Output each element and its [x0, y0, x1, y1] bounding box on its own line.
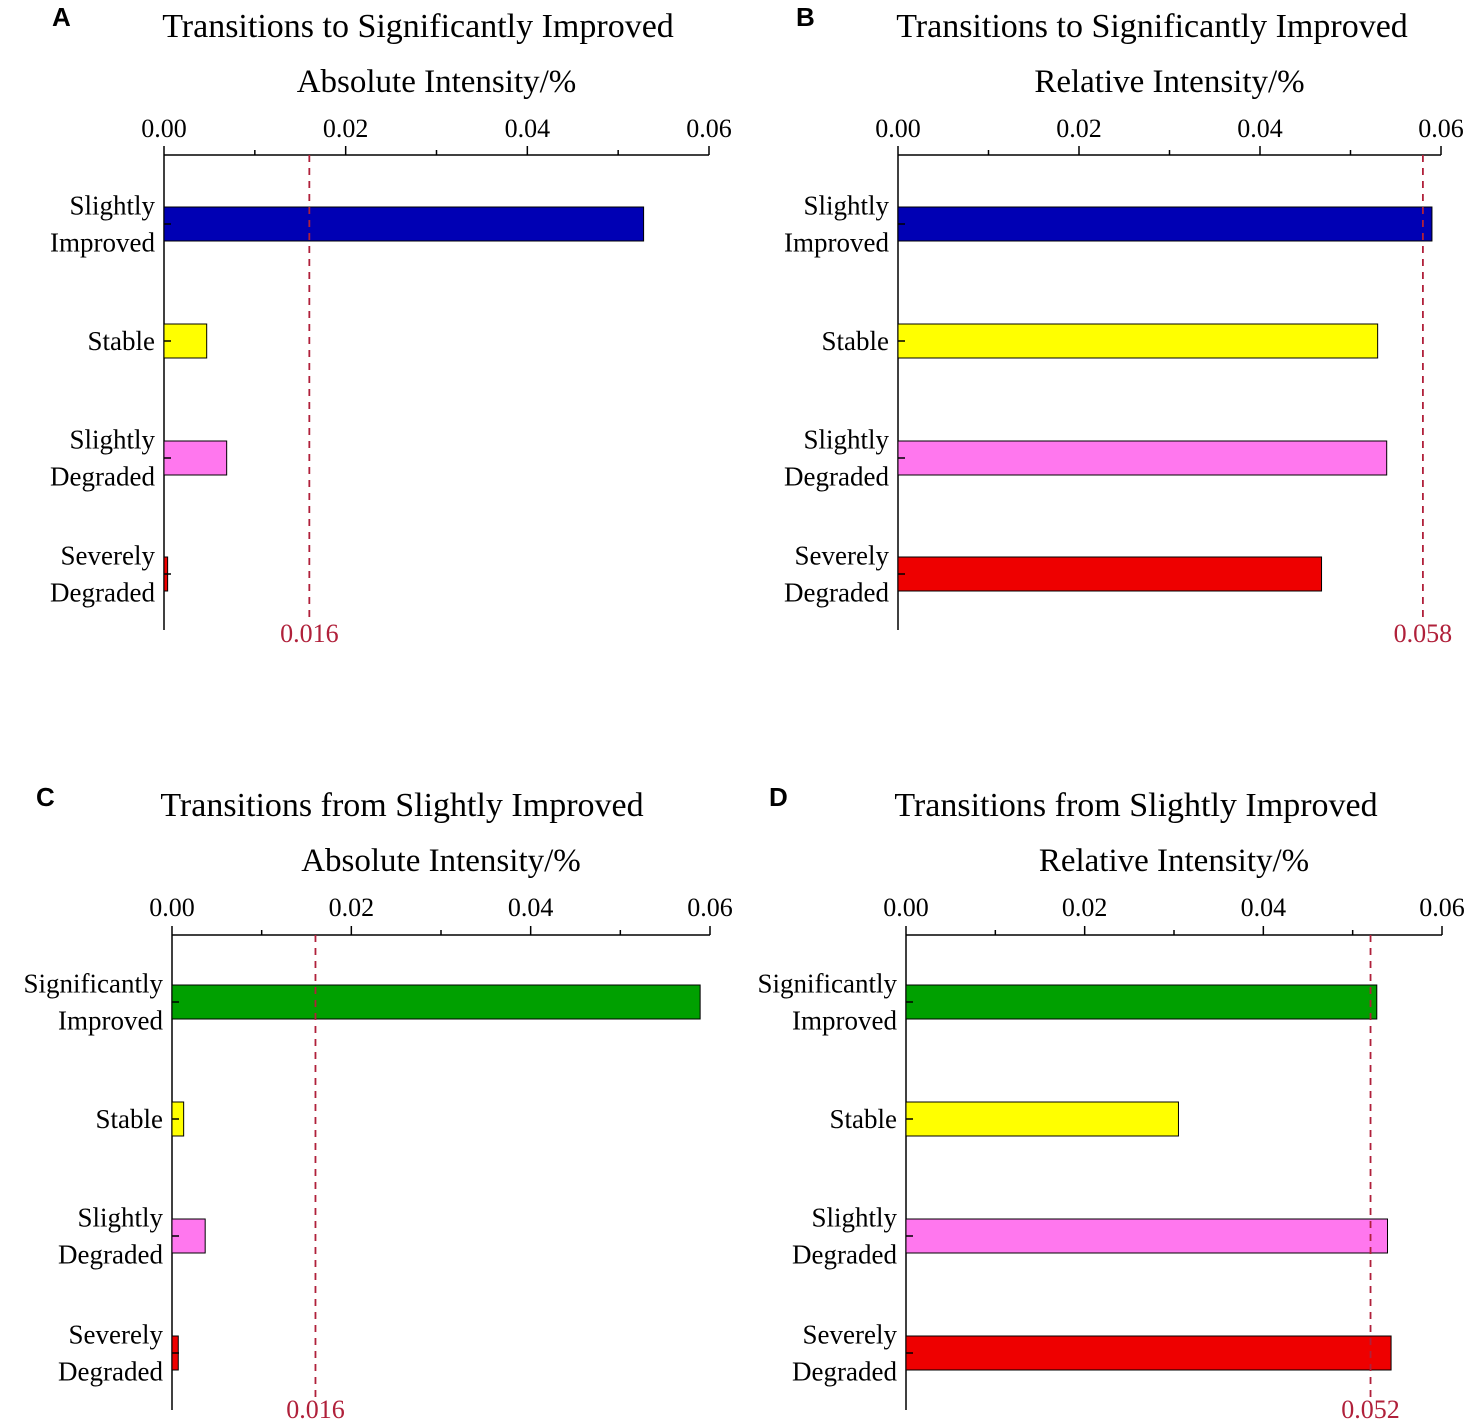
- bar: [905, 984, 1378, 1020]
- bar: [163, 440, 228, 476]
- x-axis-label: Relative Intensity/%: [1039, 843, 1309, 879]
- category-label-line: Slightly: [69, 425, 155, 455]
- category-label-line: Improved: [58, 1006, 163, 1036]
- category-label: Significantly Improved: [758, 969, 898, 1036]
- chart-title: Transitions to Significantly Improved: [162, 8, 674, 45]
- category-label-line: Slightly: [69, 191, 155, 221]
- panel-letter: C: [36, 782, 55, 812]
- x-axis-label: Absolute Intensity/%: [297, 64, 577, 100]
- reference-label: 0.052: [1341, 1395, 1400, 1424]
- category-label-line: Improved: [50, 228, 155, 258]
- x-tick-label: 0.00: [149, 893, 195, 922]
- x-tick-label: 0.00: [883, 893, 929, 922]
- bar: [897, 440, 1388, 476]
- x-axis-label: Relative Intensity/%: [1034, 64, 1304, 100]
- category-label: Stable: [96, 1104, 164, 1134]
- x-tick-label: 0.00: [875, 114, 921, 143]
- x-axis-label: Absolute Intensity/%: [301, 843, 581, 879]
- panel-c: C Transitions from Slightly Improved Absol…: [24, 782, 733, 1424]
- reference-label: 0.016: [286, 1395, 345, 1424]
- category-label-line: Significantly: [24, 969, 164, 999]
- x-tick-label: 0.02: [329, 893, 375, 922]
- category-label-line: Degraded: [58, 1240, 163, 1270]
- bar: [905, 1101, 1179, 1137]
- category-label: Severely Degraded: [792, 1320, 897, 1387]
- x-tick-label: 0.04: [505, 114, 551, 143]
- category-label-line: Improved: [792, 1006, 897, 1036]
- category-label: Slightly Degraded: [784, 425, 889, 492]
- category-label: Slightly Degraded: [50, 425, 155, 492]
- category-label-line: Degraded: [784, 578, 889, 608]
- panel-letter: D: [769, 782, 788, 812]
- chart-title: Transitions from Slightly Improved: [894, 787, 1377, 824]
- category-label-line: Severely: [69, 1320, 164, 1350]
- category-label: Slightly Degraded: [58, 1203, 163, 1270]
- category-label: Stable: [822, 326, 890, 356]
- category-label-line: Severely: [61, 541, 156, 571]
- category-label: Slightly Improved: [784, 191, 889, 258]
- category-label-line: Degraded: [58, 1357, 163, 1387]
- panel-d: D Transitions from Slightly Improved Relat…: [758, 782, 1465, 1424]
- category-label-line: Degraded: [784, 462, 889, 492]
- category-label-line: Degraded: [50, 578, 155, 608]
- panel-a: A Transitions to Significantly Improved Ab…: [50, 2, 732, 648]
- panel-b: B Transitions to Significantly Improved Re…: [784, 2, 1464, 648]
- category-label: Severely Degraded: [784, 541, 889, 608]
- bar: [905, 1218, 1389, 1254]
- x-tick-label: 0.02: [1062, 893, 1108, 922]
- category-label-line: Slightly: [803, 191, 889, 221]
- category-label: Severely Degraded: [50, 541, 155, 608]
- category-label: Significantly Improved: [24, 969, 164, 1036]
- bar: [163, 206, 645, 242]
- bar: [897, 323, 1379, 359]
- category-label-line: Degraded: [792, 1240, 897, 1270]
- category-label-line: Degraded: [50, 462, 155, 492]
- bar: [171, 984, 701, 1020]
- category-label: Slightly Improved: [50, 191, 155, 258]
- category-label-line: Slightly: [77, 1203, 163, 1233]
- chart-title: Transitions to Significantly Improved: [896, 8, 1408, 45]
- x-tick-label: 0.02: [1056, 114, 1102, 143]
- bar: [897, 206, 1433, 242]
- panel-letter: B: [796, 2, 815, 32]
- category-label-line: Stable: [822, 326, 890, 356]
- category-label: Stable: [830, 1104, 898, 1134]
- category-label-line: Significantly: [758, 969, 898, 999]
- reference-label: 0.058: [1394, 619, 1453, 648]
- x-tick-label: 0.06: [687, 893, 733, 922]
- category-label: Slightly Degraded: [792, 1203, 897, 1270]
- x-tick-label: 0.06: [686, 114, 732, 143]
- category-label-line: Slightly: [811, 1203, 897, 1233]
- chart-title: Transitions from Slightly Improved: [160, 787, 643, 824]
- category-label-line: Improved: [784, 228, 889, 258]
- x-tick-label: 0.04: [1241, 893, 1287, 922]
- x-tick-label: 0.00: [141, 114, 187, 143]
- category-label-line: Degraded: [792, 1357, 897, 1387]
- bar: [163, 323, 208, 359]
- category-label: Stable: [88, 326, 156, 356]
- category-label-line: Stable: [88, 326, 156, 356]
- category-label-line: Severely: [795, 541, 890, 571]
- panel-letter: A: [52, 2, 71, 32]
- x-tick-label: 0.06: [1418, 114, 1464, 143]
- category-label-line: Stable: [830, 1104, 898, 1134]
- x-tick-label: 0.04: [508, 893, 554, 922]
- category-label-line: Severely: [803, 1320, 898, 1350]
- x-tick-label: 0.04: [1237, 114, 1283, 143]
- category-label: Severely Degraded: [58, 1320, 163, 1387]
- bar: [905, 1335, 1392, 1371]
- category-label-line: Slightly: [803, 425, 889, 455]
- reference-label: 0.016: [280, 619, 339, 648]
- bar: [897, 556, 1323, 592]
- x-tick-label: 0.06: [1419, 893, 1465, 922]
- x-tick-label: 0.02: [323, 114, 369, 143]
- category-label-line: Stable: [96, 1104, 164, 1134]
